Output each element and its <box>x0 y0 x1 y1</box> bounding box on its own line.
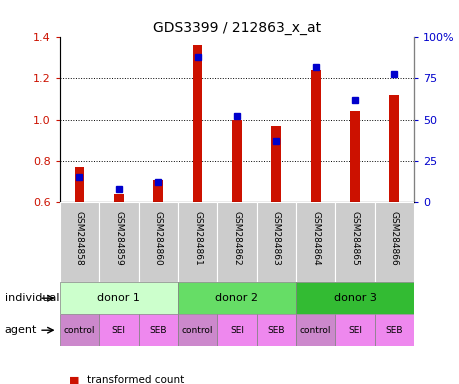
Text: donor 1: donor 1 <box>97 293 140 303</box>
Bar <box>389 95 398 202</box>
Bar <box>178 202 217 282</box>
Bar <box>231 120 241 202</box>
Text: GSM284858: GSM284858 <box>75 211 84 266</box>
Bar <box>217 314 256 346</box>
Bar <box>295 202 335 282</box>
Text: SEB: SEB <box>149 326 167 335</box>
Bar <box>99 314 138 346</box>
Bar <box>60 282 178 314</box>
Bar <box>374 202 413 282</box>
Bar <box>153 179 163 202</box>
Text: SEB: SEB <box>385 326 402 335</box>
Bar <box>138 314 178 346</box>
Text: GSM284862: GSM284862 <box>232 211 241 265</box>
Text: control: control <box>181 326 213 335</box>
Bar <box>178 282 295 314</box>
Text: GSM284865: GSM284865 <box>350 211 358 266</box>
Bar <box>60 202 99 282</box>
Bar <box>256 202 295 282</box>
Text: ■: ■ <box>69 376 79 384</box>
Text: SEI: SEI <box>230 326 243 335</box>
Bar <box>74 167 84 202</box>
Bar <box>178 314 217 346</box>
Bar <box>310 70 320 202</box>
Text: control: control <box>299 326 330 335</box>
Bar <box>271 126 280 202</box>
Bar <box>256 314 295 346</box>
Bar <box>99 202 138 282</box>
Text: donor 3: donor 3 <box>333 293 375 303</box>
Title: GDS3399 / 212863_x_at: GDS3399 / 212863_x_at <box>152 21 320 35</box>
Text: GSM284861: GSM284861 <box>193 211 202 266</box>
Text: SEI: SEI <box>112 326 126 335</box>
Text: GSM284860: GSM284860 <box>153 211 162 266</box>
Bar <box>374 314 413 346</box>
Text: GSM284863: GSM284863 <box>271 211 280 266</box>
Text: GSM284859: GSM284859 <box>114 211 123 266</box>
Bar <box>217 202 256 282</box>
Bar <box>192 45 202 202</box>
Bar <box>295 282 413 314</box>
Text: control: control <box>64 326 95 335</box>
Text: SEB: SEB <box>267 326 285 335</box>
Bar <box>138 202 178 282</box>
Text: donor 2: donor 2 <box>215 293 258 303</box>
Bar <box>60 314 99 346</box>
Bar <box>335 202 374 282</box>
Bar <box>295 314 335 346</box>
Text: SEI: SEI <box>347 326 361 335</box>
Text: transformed count: transformed count <box>87 376 184 384</box>
Text: GSM284866: GSM284866 <box>389 211 398 266</box>
Text: agent: agent <box>5 325 37 335</box>
Bar <box>335 314 374 346</box>
Bar <box>349 111 359 202</box>
Text: GSM284864: GSM284864 <box>310 211 319 265</box>
Bar <box>114 194 123 202</box>
Text: individual: individual <box>5 293 59 303</box>
